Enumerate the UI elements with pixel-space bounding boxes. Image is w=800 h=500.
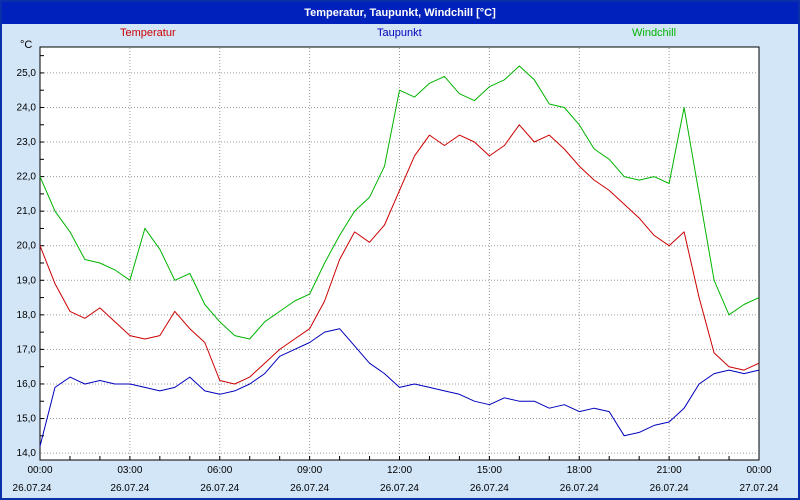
svg-text:22,0: 22,0 [17,172,37,183]
svg-text:26.07.24: 26.07.24 [470,483,509,494]
title-bar: Temperatur, Taupunkt, Windchill [°C] [2,2,798,24]
svg-text:00:00: 00:00 [746,465,771,476]
legend-windchill: Windchill [632,27,677,39]
svg-text:21:00: 21:00 [657,465,682,476]
taupunkt-line [39,328,760,447]
svg-text:19,0: 19,0 [17,275,37,286]
svg-text:17,0: 17,0 [17,344,37,355]
svg-text:12:00: 12:00 [387,465,412,476]
svg-text:18:00: 18:00 [567,465,592,476]
svg-text:09:00: 09:00 [297,465,322,476]
svg-text:26.07.24: 26.07.24 [650,483,689,494]
y-axis-unit-label: °C [20,39,33,51]
svg-text:15,0: 15,0 [17,414,37,425]
chart-title: Temperatur, Taupunkt, Windchill [°C] [304,7,496,19]
temperatur-line [39,124,760,385]
svg-text:14,0: 14,0 [17,448,37,459]
minor-ticks [40,55,730,460]
svg-text:15:00: 15:00 [477,465,502,476]
svg-text:26.07.24: 26.07.24 [380,483,419,494]
svg-text:20,0: 20,0 [17,241,37,252]
svg-text:00:00: 00:00 [27,465,52,476]
svg-text:26.07.24: 26.07.24 [290,483,329,494]
legend-temperatur: Temperatur [120,27,176,39]
svg-text:21,0: 21,0 [17,206,37,217]
svg-text:26.07.24: 26.07.24 [560,483,599,494]
x-axis-labels: 00:00 26.07.24 03:00 26.07.24 06:00 26.07.24 0… [13,465,779,494]
svg-text:26.07.24: 26.07.24 [200,483,239,494]
svg-text:26.07.24: 26.07.24 [13,483,52,494]
svg-text:27.07.24: 27.07.24 [740,483,779,494]
svg-text:18,0: 18,0 [17,310,37,321]
legend-taupunkt: Taupunkt [377,27,422,39]
svg-text:03:00: 03:00 [117,465,142,476]
gridlines [41,48,758,459]
svg-text:24,0: 24,0 [17,102,37,113]
svg-text:25,0: 25,0 [17,68,37,79]
y-axis-labels: 25,0 24,0 23,0 22,0 21,0 20,0 19,0 18,0 17,0 16,0… [17,68,37,459]
svg-text:26.07.24: 26.07.24 [110,483,149,494]
windchill-line [39,65,760,340]
svg-text:06:00: 06:00 [207,465,232,476]
svg-text:23,0: 23,0 [17,137,37,148]
svg-text:16,0: 16,0 [17,379,37,390]
